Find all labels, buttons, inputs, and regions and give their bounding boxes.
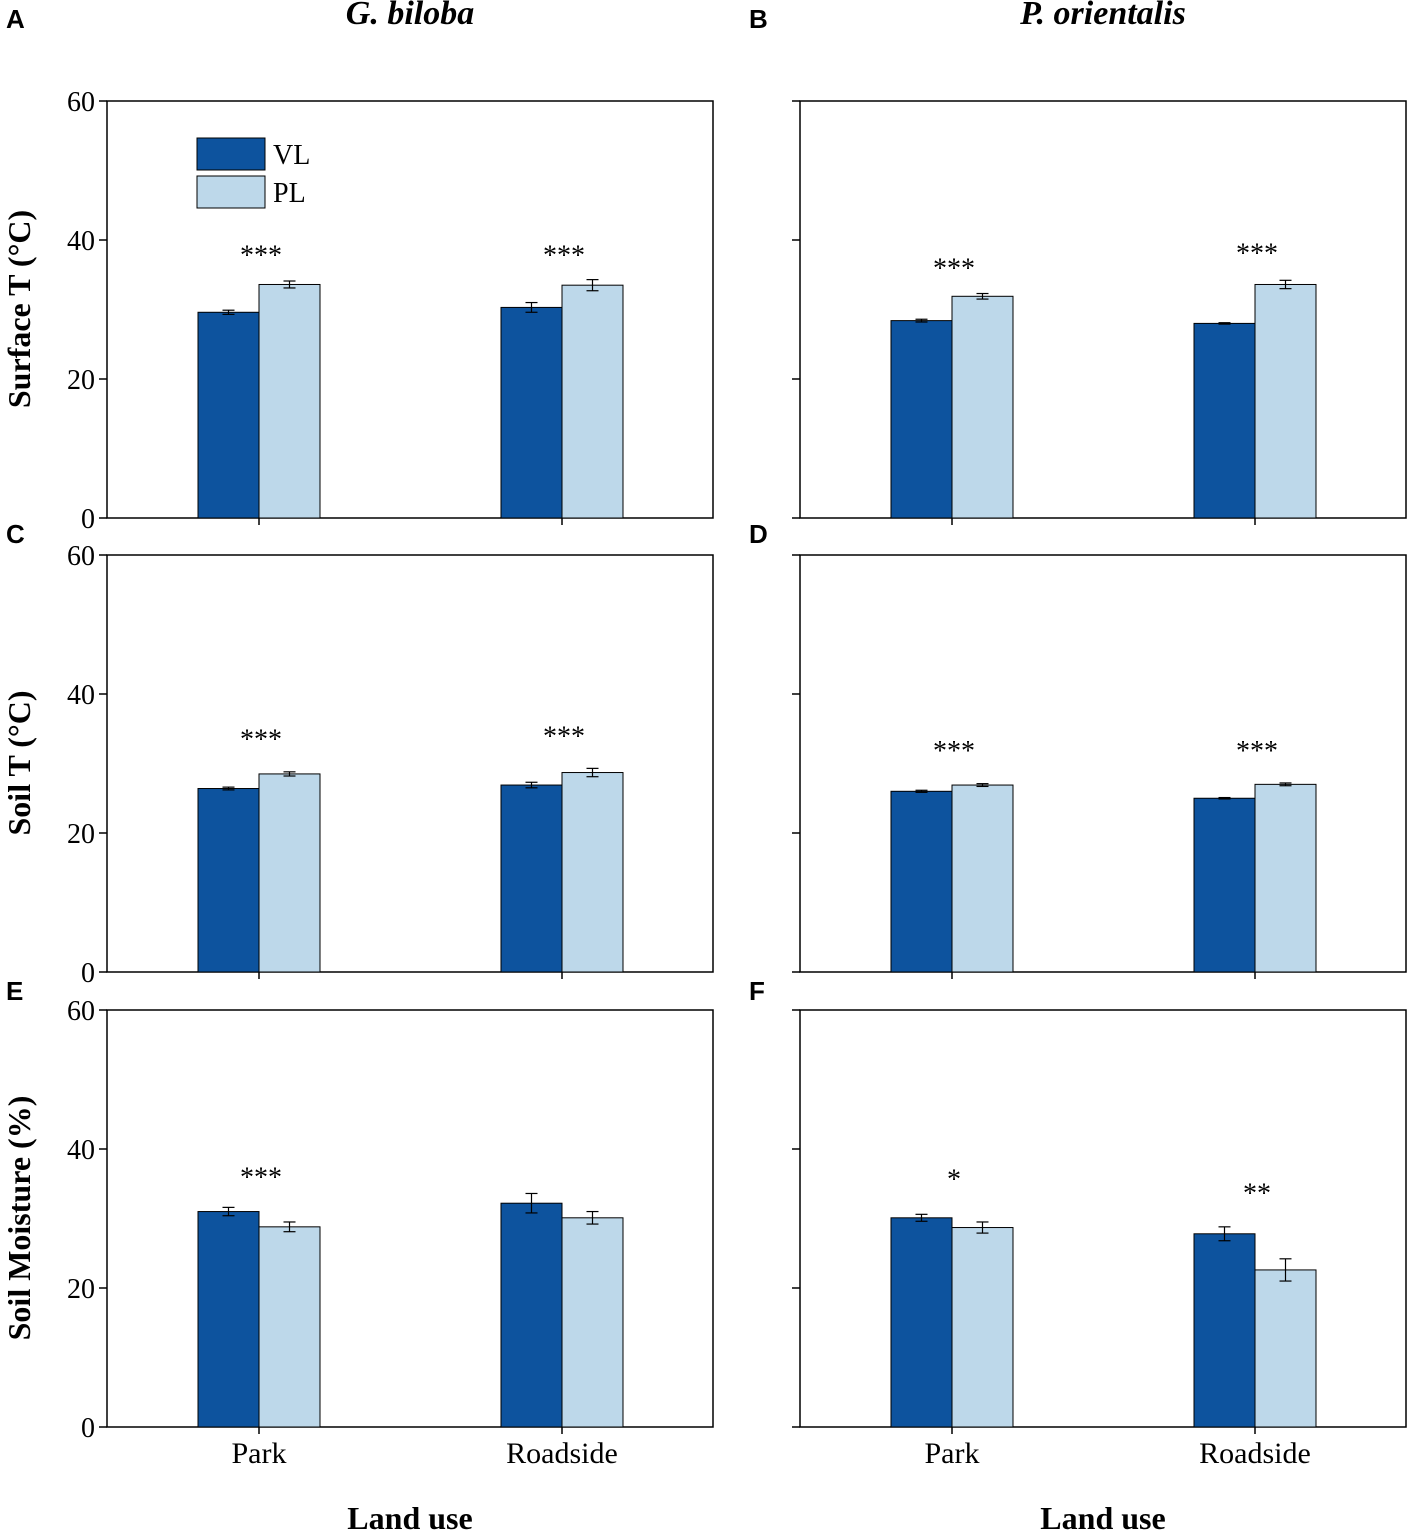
bar-pl-park [258, 773, 321, 973]
bar-vl-roadside [1193, 1233, 1256, 1428]
y-tick-label: 20 [67, 1274, 95, 1305]
significance-marker: *** [240, 724, 282, 755]
y-tick-label: 0 [81, 504, 95, 535]
column-title-g-biloba: G. biloba [346, 0, 474, 32]
significance-marker: *** [240, 240, 282, 271]
panel-letter: B [749, 4, 768, 34]
plot-frame [106, 100, 714, 519]
bar-pl-roadside [561, 284, 624, 519]
bar-pl-park [258, 1226, 321, 1428]
bar-pl-park [951, 295, 1014, 519]
panel-letter: F [749, 976, 765, 1006]
y-axis-label-soil-t: Soil T (°C) [1, 691, 37, 836]
y-axis-label-surface-t: Surface T (°C) [1, 210, 37, 408]
significance-marker: *** [543, 722, 585, 753]
significance-marker: * [947, 1165, 961, 1196]
x-category-label: Park [232, 1437, 287, 1470]
bar-vl-roadside [500, 784, 563, 973]
y-tick-label: 0 [81, 958, 95, 989]
bar-vl-park [197, 311, 260, 519]
bar-vl-park [890, 790, 953, 973]
bar-pl-roadside [561, 772, 624, 973]
x-category-label: Roadside [506, 1437, 618, 1470]
bar-pl-roadside [1254, 283, 1317, 519]
plot-frame [799, 100, 1407, 519]
x-category-label: Park [925, 1437, 980, 1470]
significance-marker: *** [933, 254, 975, 285]
panel-letter: A [6, 4, 25, 34]
plot-frame [106, 1009, 714, 1428]
plot-frame [799, 554, 1407, 973]
y-axis-label-soil-moisture: Soil Moisture (%) [1, 1096, 37, 1341]
panel-c: C 0 20 40 60 *** *** [6, 519, 714, 989]
legend-label-pl: PL [273, 178, 306, 209]
significance-marker: *** [240, 1163, 282, 1194]
bar-vl-roadside [500, 306, 563, 519]
plot-frame [799, 1009, 1407, 1428]
panel-letter: E [6, 976, 23, 1006]
x-axis-title-right: Land use [1040, 1500, 1165, 1534]
panel-a: A 0 20 40 60 *** *** [6, 4, 714, 535]
bar-pl-park [951, 784, 1014, 973]
bar-vl-park [890, 1217, 953, 1428]
panel-e: E 0 20 40 60 Park *** Roadside [6, 976, 714, 1470]
panel-b: B *** *** [749, 4, 1407, 525]
bar-vl-roadside [1193, 797, 1256, 973]
bar-pl-roadside [1254, 1269, 1317, 1428]
significance-marker: ** [1243, 1179, 1271, 1210]
y-tick-label: 20 [67, 819, 95, 850]
bar-pl-park [258, 283, 321, 519]
panel-f: F Park * Roadside ** [749, 976, 1407, 1470]
significance-marker: *** [1236, 238, 1278, 269]
y-tick-label: 40 [67, 1135, 95, 1166]
bar-vl-park [197, 1211, 260, 1428]
bar-vl-roadside [1193, 322, 1256, 519]
y-tick-label: 60 [67, 996, 95, 1027]
significance-marker: *** [1236, 736, 1278, 767]
legend-swatch-pl [196, 175, 266, 209]
bar-vl-roadside [500, 1202, 563, 1428]
bar-pl-roadside [1254, 783, 1317, 973]
panel-letter: C [6, 519, 25, 549]
significance-marker: *** [543, 240, 585, 271]
panel-letter: D [749, 519, 768, 549]
y-tick-label: 0 [81, 1413, 95, 1444]
significance-marker: *** [933, 736, 975, 767]
bar-vl-park [197, 788, 260, 973]
legend-swatch-vl [196, 137, 266, 171]
y-tick-label: 60 [67, 541, 95, 572]
bar-pl-roadside [561, 1217, 624, 1428]
panel-d: D *** *** [749, 519, 1407, 979]
y-tick-label: 40 [67, 226, 95, 257]
legend: VL PL [196, 137, 310, 209]
plot-frame [106, 554, 714, 973]
bar-pl-park [951, 1227, 1014, 1428]
x-axis-title-left: Land use [347, 1500, 472, 1534]
bar-vl-park [890, 320, 953, 519]
legend-label-vl: VL [273, 140, 310, 171]
y-tick-label: 20 [67, 365, 95, 396]
y-tick-label: 60 [67, 87, 95, 118]
y-tick-label: 40 [67, 680, 95, 711]
column-title-p-orientalis: P. orientalis [1019, 0, 1186, 32]
x-category-label: Roadside [1199, 1437, 1311, 1470]
